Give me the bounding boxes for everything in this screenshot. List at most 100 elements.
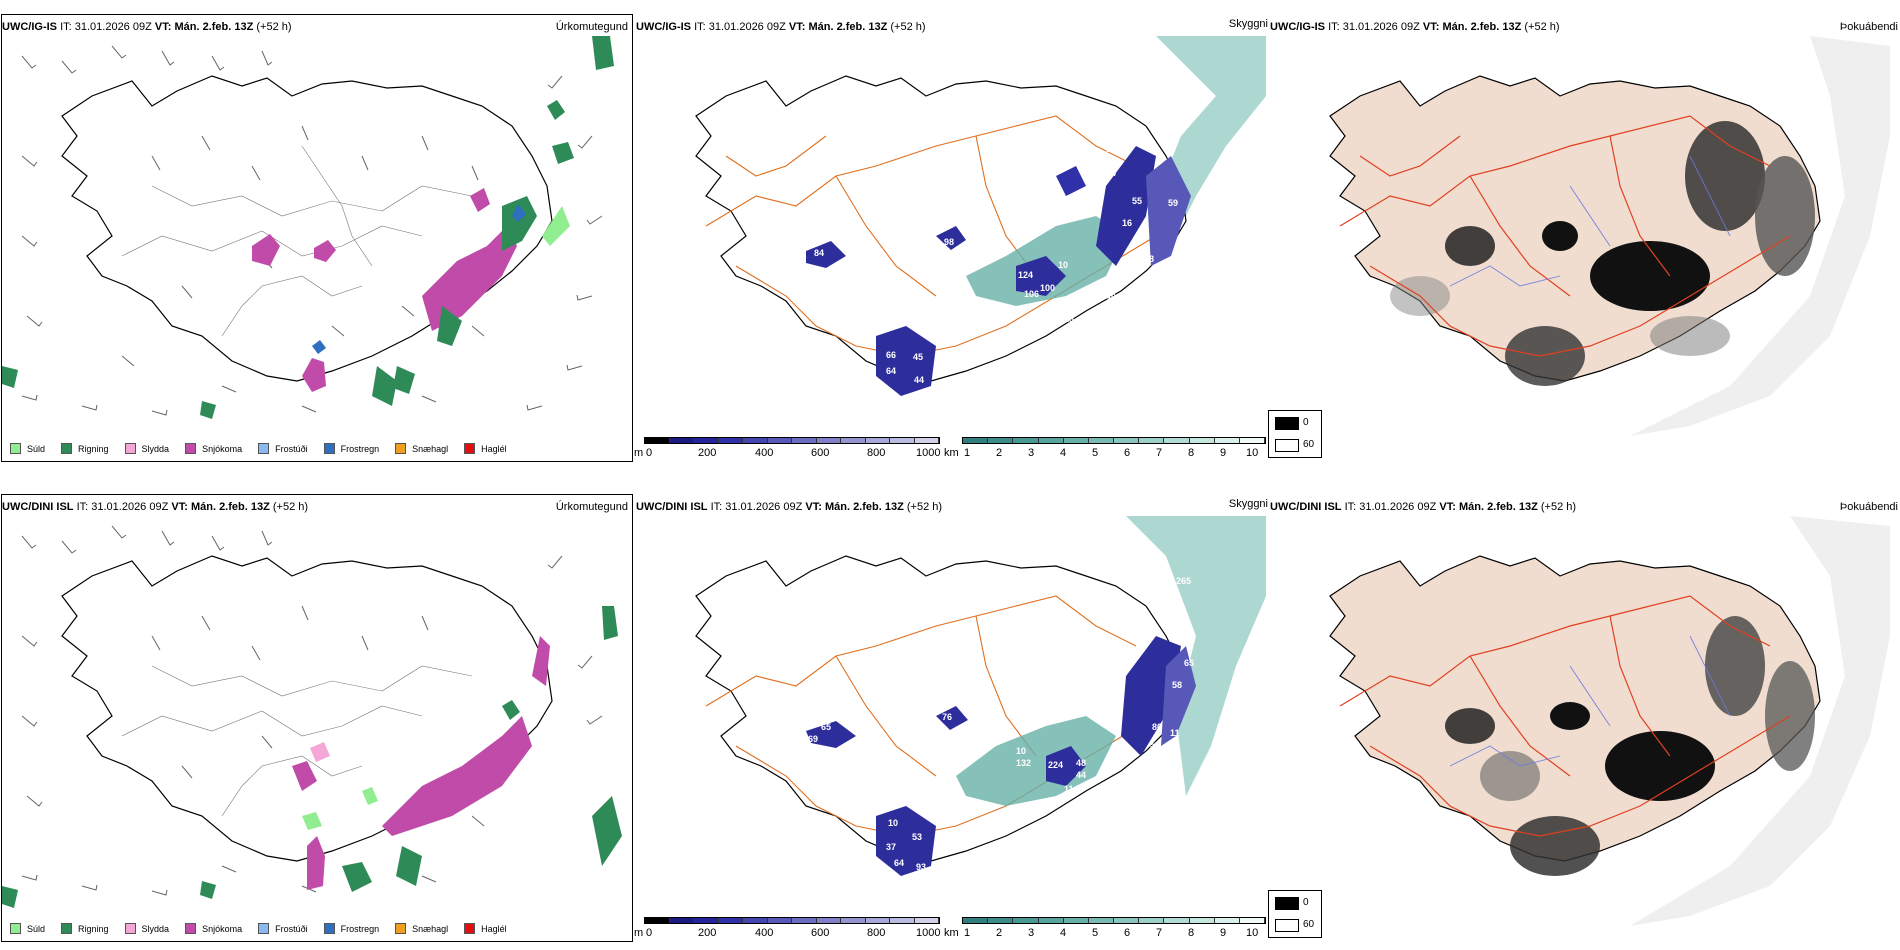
legend-item-slydda: Slydda <box>124 443 169 454</box>
row-1: UWC/IG-IS IT: 31.01.2026 09Z VT: Mán. 2.… <box>0 0 1900 470</box>
svg-text:54: 54 <box>1144 272 1154 282</box>
visibility-map: 65 69 76 10 132 224 48 44 114 126 10 53 … <box>695 516 1266 876</box>
svg-text:106: 106 <box>1024 289 1039 299</box>
legend-item-slydda: Slydda <box>124 923 169 934</box>
svg-text:118: 118 <box>988 348 1003 358</box>
fog-map <box>1329 516 1890 926</box>
it-label: IT: <box>60 21 72 33</box>
svg-text:100: 100 <box>1040 283 1055 293</box>
svg-text:10: 10 <box>1058 260 1068 270</box>
legend-item-snjokoma: Snjókoma <box>185 443 242 454</box>
precip-type-title: Úrkomutegund <box>555 21 628 33</box>
fog-map <box>1329 36 1890 436</box>
svg-text:114: 114 <box>1064 784 1079 794</box>
legend-item-haglel: Haglél <box>464 923 507 934</box>
svg-text:69: 69 <box>808 734 818 744</box>
fog-legend: 0 60 <box>1268 410 1322 458</box>
low-visibility-areas <box>806 636 1196 876</box>
precip-type-map <box>2 36 614 419</box>
visibility-map: 84 98 124 100 10 106 66 45 64 44 118 18 … <box>695 36 1266 396</box>
forecast-header: UWC/IG-IS IT: 31.01.2026 09Z VT: Mán. 2.… <box>1270 21 1560 33</box>
svg-text:11: 11 <box>1170 728 1180 738</box>
svg-text:58: 58 <box>1172 680 1182 690</box>
svg-text:55: 55 <box>1132 196 1142 206</box>
svg-text:40: 40 <box>1106 292 1116 302</box>
lead-time: (+52 h) <box>256 21 292 33</box>
visibility-colorbar-m: m 0 200 400 600 800 1000 <box>634 917 940 941</box>
legend-item-snaehagl: Snæhagl <box>395 443 448 454</box>
svg-text:65: 65 <box>821 722 831 732</box>
precip-type-frame <box>1 14 633 462</box>
svg-text:98: 98 <box>944 237 954 247</box>
legend-item-frostregn: Frostregn <box>323 443 379 454</box>
precip-type-frame <box>1 494 633 942</box>
visibility-colorbar-m: m 0 200 400 600 800 1000 <box>634 437 940 461</box>
fog-areas <box>1390 121 1815 386</box>
valid-time: Mán. 2.feb. 13Z <box>174 21 254 33</box>
svg-text:45: 45 <box>913 352 923 362</box>
row-2: UWC/DINI ISL IT: 31.01.2026 09Z VT: Mán.… <box>0 480 1900 950</box>
svg-text:84: 84 <box>814 248 824 258</box>
vt-label: VT: <box>154 21 172 33</box>
colorbar-km-bar <box>962 437 1266 444</box>
fog-title: Þokuábendi <box>1839 501 1898 513</box>
svg-text:14: 14 <box>1106 168 1116 178</box>
svg-text:65: 65 <box>1184 658 1194 668</box>
svg-text:16: 16 <box>1122 218 1132 228</box>
legend-item-snjokoma: Snjókoma <box>185 923 242 934</box>
legend-item-sudl: Súld <box>10 923 45 934</box>
visibility-title: Skyggni <box>1228 498 1268 510</box>
forecast-header: UWC/IG-IS IT: 31.01.2026 09Z VT: Mán. 2.… <box>2 21 292 33</box>
svg-text:126: 126 <box>1062 804 1077 814</box>
svg-text:48: 48 <box>1076 758 1086 768</box>
forecast-header: UWC/IG-IS IT: 31.01.2026 09Z VT: Mán. 2.… <box>636 21 926 33</box>
legend-item-frostregn: Frostregn <box>323 923 379 934</box>
svg-text:80: 80 <box>1152 722 1162 732</box>
svg-text:10: 10 <box>1016 746 1026 756</box>
svg-text:37: 37 <box>886 842 896 852</box>
svg-text:279: 279 <box>1064 330 1079 340</box>
svg-text:59: 59 <box>1168 198 1178 208</box>
svg-text:64: 64 <box>886 366 896 376</box>
svg-text:75: 75 <box>1114 278 1124 288</box>
forecast-header: UWC/DINI ISL IT: 31.01.2026 09Z VT: Mán.… <box>2 501 309 513</box>
svg-text:53: 53 <box>912 832 922 842</box>
svg-text:64: 64 <box>894 858 904 868</box>
low-visibility-areas <box>806 146 1191 396</box>
forecast-header: UWC/DINI ISL IT: 31.01.2026 09Z VT: Mán.… <box>1270 501 1577 513</box>
svg-text:56: 56 <box>1150 740 1160 750</box>
svg-text:265: 265 <box>1176 576 1191 586</box>
svg-text:18: 18 <box>1064 314 1074 324</box>
fog-areas <box>1445 616 1815 876</box>
precip-type-map <box>2 525 622 908</box>
svg-text:76: 76 <box>942 712 952 722</box>
init-time: 31.01.2026 09Z <box>74 21 152 33</box>
legend-item-sudl: Súld <box>10 443 45 454</box>
colorbar-m-bar <box>644 437 940 444</box>
legend-item-frostudi: Frostúði <box>258 923 308 934</box>
legend-item-haglel: Haglél <box>464 443 507 454</box>
precip-areas <box>2 606 622 908</box>
model-name: UWC/IG-IS <box>2 21 57 33</box>
visibility-colorbar-km: km 1 2 3 4 5 6 7 8 9 10 <box>944 917 1266 941</box>
svg-text:93: 93 <box>916 862 926 872</box>
forecast-header: UWC/DINI ISL IT: 31.01.2026 09Z VT: Mán.… <box>636 501 943 513</box>
svg-text:10: 10 <box>1138 228 1148 238</box>
precip-areas <box>2 36 614 419</box>
vis-labels: 84 98 124 100 10 106 66 45 64 44 118 18 … <box>814 144 1178 385</box>
fog-legend: 0 60 <box>1268 890 1322 938</box>
vis-labels: 65 69 76 10 132 224 48 44 114 126 10 53 … <box>808 576 1194 872</box>
precip-legend: Súld Rigning Slydda Snjókoma Frostúði Fr… <box>10 923 523 934</box>
precip-type-title: Úrkomutegund <box>555 501 628 513</box>
svg-text:48: 48 <box>1144 254 1154 264</box>
legend-item-snaehagl: Snæhagl <box>395 923 448 934</box>
legend-item-rigning: Rigning <box>61 443 109 454</box>
svg-text:44: 44 <box>914 375 924 385</box>
svg-text:224: 224 <box>1048 760 1063 770</box>
legend-item-frostudi: Frostúði <box>258 443 308 454</box>
svg-text:12: 12 <box>1106 144 1116 154</box>
visibility-title: Skyggni <box>1228 18 1268 30</box>
svg-text:22: 22 <box>1108 718 1118 728</box>
visibility-colorbar-km: km 1 2 3 4 5 6 7 8 9 10 <box>944 437 1266 461</box>
svg-text:132: 132 <box>1016 758 1031 768</box>
